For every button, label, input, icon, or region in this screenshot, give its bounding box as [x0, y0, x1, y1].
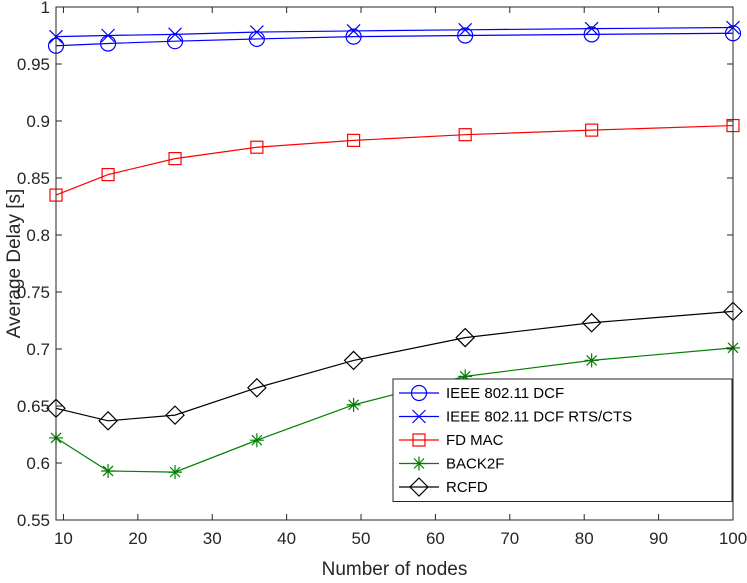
data-point-back2f — [584, 353, 599, 368]
data-point-fd-mac — [458, 128, 472, 142]
legend-box — [392, 378, 733, 502]
data-point-ieee-802-11-dcf-rts-cts — [584, 21, 599, 36]
axes-box — [55, 6, 734, 521]
data-point-fd-mac — [585, 123, 599, 137]
y-tick-label: 0.7 — [26, 340, 50, 359]
x-tick-label: 50 — [352, 529, 371, 548]
legend: IEEE 802.11 DCF IEEE 802.11 DCF RTS/CTS FD… — [392, 378, 733, 502]
series-ieee-802-11-dcf-rts-cts — [49, 20, 740, 44]
data-point-ieee-802-11-dcf-rts-cts — [346, 24, 361, 38]
y-tick-label: 0.65 — [17, 397, 50, 416]
y-tick-label: 0.75 — [17, 283, 50, 302]
x-tick-label: 10 — [54, 529, 73, 548]
x-tick-label: 100 — [719, 529, 747, 548]
legend-label-fd-mac: FD MAC — [446, 432, 504, 449]
data-point-rcfd — [343, 350, 364, 371]
y-tick-label: 0.8 — [26, 226, 50, 245]
y-axis-label: Average Delay [s] — [4, 189, 25, 339]
legend-item-ieee-802-11-dcf-rts-cts: IEEE 802.11 DCF RTS/CTS — [399, 409, 632, 426]
series-line-back2f — [55, 347, 734, 473]
y-tick-label: 0.85 — [17, 169, 50, 188]
legend-label-back2f: BACK2F — [446, 456, 504, 473]
legend-item-rcfd: RCFD — [399, 477, 488, 497]
x-tick-label: 40 — [277, 529, 296, 548]
legend-marker-fd-mac — [412, 433, 426, 447]
legend-label-ieee-802-11-dcf: IEEE 802.11 DCF — [446, 385, 564, 402]
data-point-ieee-802-11-dcf — [457, 27, 474, 44]
data-point-ieee-802-11-dcf-rts-cts — [249, 25, 264, 40]
data-point-fd-mac — [250, 140, 264, 154]
data-point-fd-mac — [346, 133, 361, 147]
legend-marker-back2f — [412, 456, 426, 471]
legend-marker-ieee-802-11-dcf-rts-cts — [412, 409, 426, 424]
data-point-back2f — [101, 463, 116, 478]
data-point-rcfd — [581, 312, 602, 333]
series-line-ieee-802-11-dcf — [55, 32, 734, 47]
legend-marker-rcfd — [409, 477, 429, 497]
data-point-rcfd — [165, 405, 185, 425]
x-tick-label: 90 — [649, 529, 668, 548]
data-point-rcfd — [247, 377, 267, 398]
legend-item-back2f: BACK2F — [399, 456, 504, 473]
y-tick-label: 0.6 — [26, 454, 50, 473]
series-layer — [46, 20, 743, 480]
x-tick-label: 80 — [575, 529, 594, 548]
data-point-back2f — [346, 397, 361, 412]
x-axis-label: Number of nodes — [322, 559, 468, 580]
legend-marker-ieee-802-11-dcf — [410, 384, 428, 402]
tick-layer: 10 20 30 40 50 60 70 80 90 100 0.55 0.6 0.65 0.7 0.75 0… — [17, 0, 747, 548]
x-tick-label: 20 — [128, 529, 147, 548]
legend-label-rcfd: RCFD — [446, 479, 488, 496]
data-point-back2f — [249, 433, 264, 448]
y-tick-label: 0.95 — [17, 55, 50, 74]
data-point-ieee-802-11-dcf — [345, 28, 362, 45]
data-point-ieee-802-11-dcf — [583, 26, 600, 43]
y-tick-label: 1 — [41, 0, 50, 17]
series-line-rcfd — [55, 310, 734, 422]
data-point-fd-mac — [168, 152, 182, 166]
data-point-ieee-802-11-dcf-rts-cts — [168, 27, 182, 42]
x-tick-label: 60 — [426, 529, 445, 548]
series-rcfd — [46, 301, 743, 431]
series-line-fd-mac — [55, 124, 734, 196]
data-point-back2f — [168, 465, 183, 480]
data-point-fd-mac — [101, 167, 115, 182]
x-tick-label: 30 — [203, 529, 222, 548]
data-point-ieee-802-11-dcf-rts-cts — [101, 28, 116, 43]
legend-item-fd-mac: FD MAC — [399, 432, 504, 449]
legend-label-ieee-802-11-dcf-rts-cts: IEEE 802.11 DCF RTS/CTS — [446, 409, 632, 426]
data-point-rcfd — [455, 327, 476, 348]
series-line-ieee-802-11-dcf-rts-cts — [55, 26, 734, 38]
y-tick-label: 0.55 — [17, 511, 50, 530]
y-tick-label: 0.9 — [26, 112, 50, 131]
x-tick-label: 70 — [500, 529, 519, 548]
data-point-ieee-802-11-dcf-rts-cts — [458, 22, 473, 37]
legend-item-ieee-802-11-dcf: IEEE 802.11 DCF — [399, 384, 564, 402]
data-point-back2f — [458, 369, 473, 384]
data-point-rcfd — [98, 410, 118, 431]
